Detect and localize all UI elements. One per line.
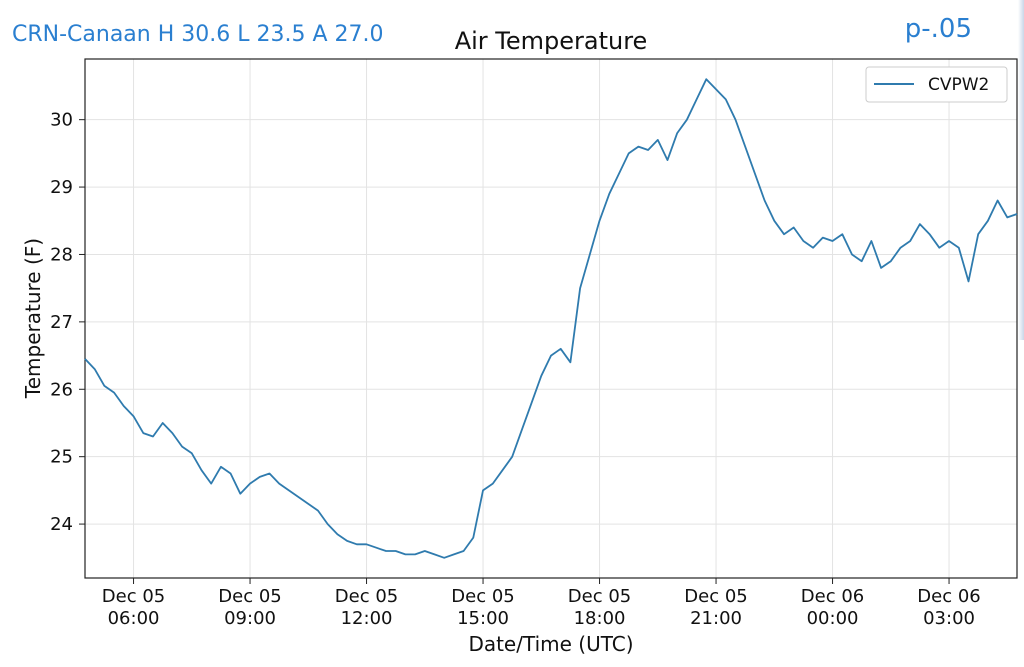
x-tick-label-time: 12:00: [341, 608, 393, 629]
y-axis-title: Temperature (F): [21, 238, 45, 399]
x-axis-title: Date/Time (UTC): [468, 632, 633, 656]
x-tick-label-date: Dec 05: [218, 586, 281, 607]
x-tick-label-time: 00:00: [807, 608, 859, 629]
y-tick-label: 29: [50, 177, 73, 198]
x-tick-label-time: 09:00: [224, 608, 276, 629]
x-tick-label-date: Dec 05: [684, 586, 747, 607]
x-tick-label-time: 15:00: [457, 608, 509, 629]
x-tick-label-date: Dec 05: [568, 586, 631, 607]
y-tick-label: 27: [50, 312, 73, 333]
y-axis-ticks: 24 25 26 27 28 29 30: [50, 110, 85, 535]
x-tick-label-time: 03:00: [923, 608, 975, 629]
y-tick-label: 24: [50, 514, 73, 535]
grid-lines: [85, 59, 1017, 578]
x-tick-label-time: 06:00: [108, 608, 160, 629]
legend-box: [865, 66, 1008, 103]
x-tick-label-date: Dec 06: [917, 586, 980, 607]
x-tick-label-date: Dec 06: [801, 586, 864, 607]
x-tick-label-date: Dec 05: [102, 586, 165, 607]
x-tick-label-time: 21:00: [690, 608, 742, 629]
pvalue-text: p-.05: [904, 14, 972, 44]
x-tick-label-time: 18:00: [574, 608, 626, 629]
x-tick-label-date: Dec 05: [335, 586, 398, 607]
y-tick-label: 30: [50, 110, 73, 131]
series-layer: [84, 78, 1018, 559]
plot-frame: [84, 58, 1018, 579]
chart-title: Air Temperature: [455, 27, 648, 55]
series-line-cvpw2: [84, 78, 1018, 559]
y-tick-label: 25: [50, 447, 73, 468]
y-tick-label: 28: [50, 244, 73, 265]
station-summary-text: CRN-Canaan H 30.6 L 23.5 A 27.0: [12, 22, 384, 47]
y-tick-label: 26: [50, 379, 73, 400]
window-edge-strip: [1018, 0, 1024, 340]
legend-label-cvpw2: CVPW2: [928, 75, 989, 95]
x-tick-label-date: Dec 05: [451, 586, 514, 607]
legend: CVPW2: [865, 66, 1008, 103]
